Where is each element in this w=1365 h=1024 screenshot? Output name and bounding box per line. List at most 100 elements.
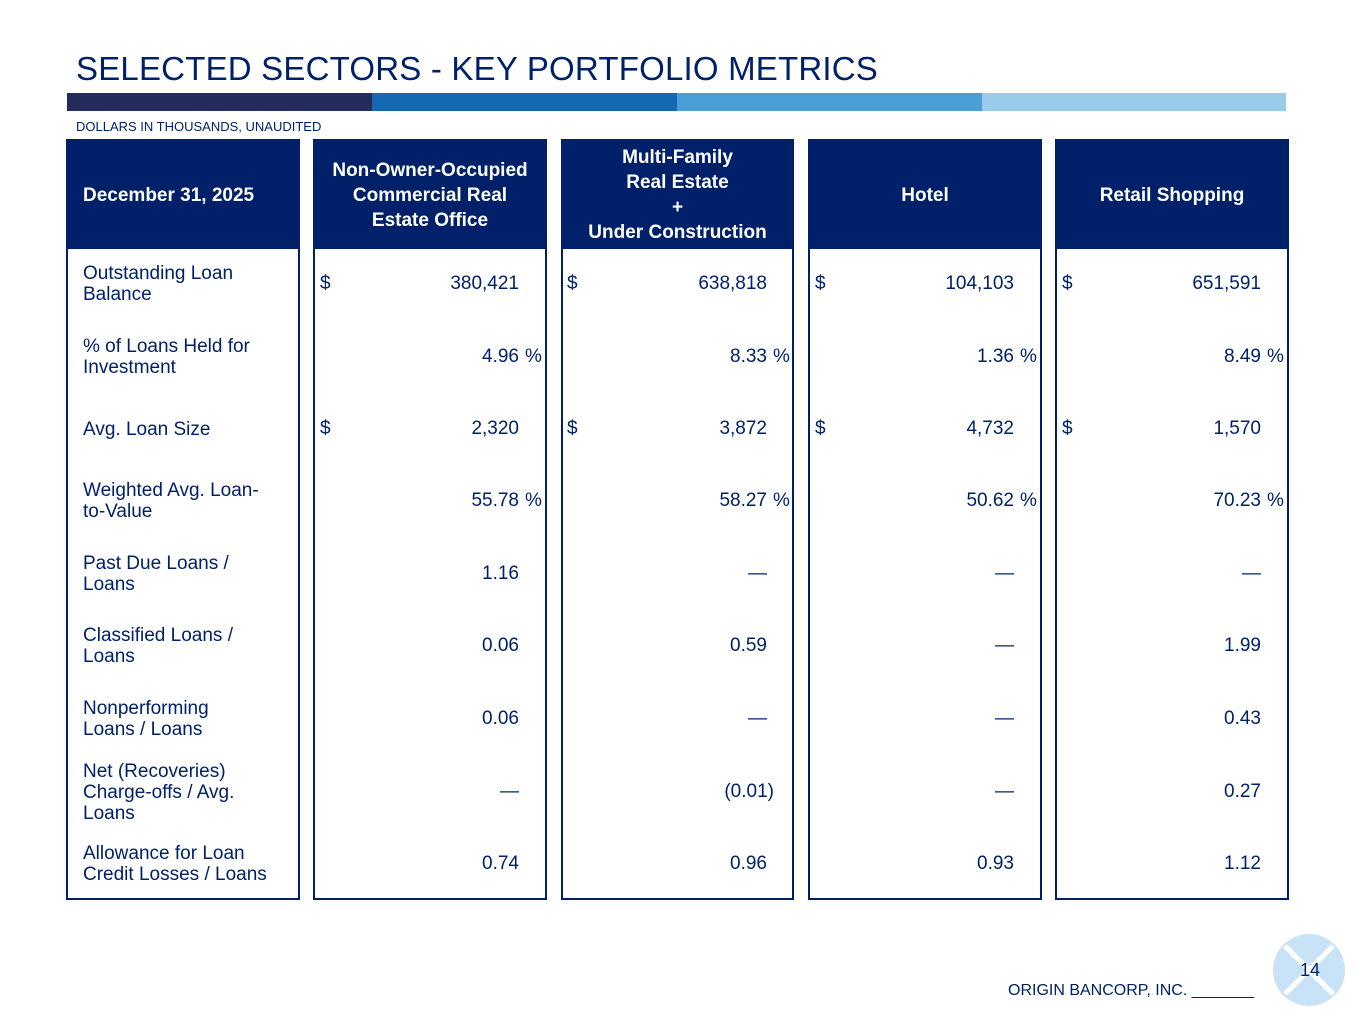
column-header: Multi-Family Real Estate + Under Constru… bbox=[563, 141, 792, 249]
column-header: Retail Shopping bbox=[1057, 141, 1287, 249]
stripe-segment-2 bbox=[372, 93, 677, 111]
stripe-segment-1 bbox=[67, 93, 372, 111]
row-label-line: Balance bbox=[83, 284, 152, 305]
row-label: Allowance for Loan Credit Losses / Loans bbox=[83, 843, 267, 885]
column-retail: Retail Shopping bbox=[1055, 139, 1289, 900]
cell-value: 8.33 bbox=[730, 346, 767, 367]
cell-value: 0.06 bbox=[482, 635, 519, 656]
label-column: December 31, 2025 bbox=[66, 139, 300, 900]
row-label: Avg. Loan Size bbox=[83, 419, 210, 440]
percent-sign: % bbox=[1267, 346, 1284, 367]
cell-value: — bbox=[995, 708, 1014, 729]
cell-value: — bbox=[500, 781, 519, 802]
label-header: December 31, 2025 bbox=[68, 141, 298, 249]
row-label-line: Investment bbox=[83, 357, 176, 378]
column-cre-office: Non-Owner-Occupied Commercial Real Estat… bbox=[313, 139, 547, 900]
cell-value: 2,320 bbox=[471, 418, 519, 439]
cell-value: 8.49 bbox=[1224, 346, 1261, 367]
row-label-line: Avg. Loan Size bbox=[83, 418, 211, 440]
row-label: Classified Loans / Loans bbox=[83, 625, 233, 667]
cell-value: 0.27 bbox=[1224, 781, 1261, 802]
origin-logo-icon bbox=[1273, 934, 1345, 1006]
row-label: Outstanding Loan Balance bbox=[83, 263, 233, 305]
dollar-sign: $ bbox=[320, 273, 331, 294]
cell-value: 55.78 bbox=[471, 490, 519, 511]
cell-value: 70.23 bbox=[1213, 490, 1261, 511]
header-line: Hotel bbox=[901, 184, 949, 206]
column-header: Non-Owner-Occupied Commercial Real Estat… bbox=[315, 141, 545, 249]
header-line: Commercial Real bbox=[352, 184, 508, 206]
cell-value: 0.96 bbox=[730, 853, 767, 874]
cell-value: 1.36 bbox=[977, 346, 1014, 367]
percent-sign: % bbox=[773, 490, 790, 511]
header-line: Estate Office bbox=[371, 209, 489, 231]
percent-sign: % bbox=[1020, 346, 1037, 367]
dollar-sign: $ bbox=[815, 273, 826, 294]
row-label-line: to-Value bbox=[83, 501, 153, 522]
cell-value: — bbox=[748, 563, 767, 584]
percent-sign: % bbox=[1020, 490, 1037, 511]
header-line: Multi-Family bbox=[622, 147, 733, 168]
cell-value: 58.27 bbox=[719, 490, 767, 511]
cell-value: 0.43 bbox=[1224, 708, 1261, 729]
cell-value: 0.59 bbox=[730, 635, 767, 656]
dollar-sign: $ bbox=[815, 418, 826, 439]
cell-value: — bbox=[995, 781, 1014, 802]
cell-value: 1.99 bbox=[1224, 635, 1261, 656]
cell-value: — bbox=[748, 708, 767, 729]
cell-value: 0.06 bbox=[482, 708, 519, 729]
row-label: Nonperforming Loans / Loans bbox=[83, 698, 209, 740]
cell-value: 4.96 bbox=[482, 346, 519, 367]
cell-value: 1.12 bbox=[1224, 853, 1261, 874]
dollar-sign: $ bbox=[1062, 418, 1073, 439]
header-line: Under Construction bbox=[588, 222, 767, 243]
column-header: Hotel bbox=[810, 141, 1040, 249]
row-label: % of Loans Held for Investment bbox=[83, 336, 250, 378]
row-label-line: Classified Loans / bbox=[83, 625, 233, 646]
units-note: DOLLARS IN THOUSANDS, UNAUDITED bbox=[76, 119, 322, 134]
stripe-segment-3 bbox=[677, 93, 982, 111]
header-line: + bbox=[671, 197, 684, 218]
page-title: SELECTED SECTORS - KEY PORTFOLIO METRICS bbox=[76, 50, 878, 87]
cell-value: 1.16 bbox=[482, 563, 519, 584]
cell-value: 0.74 bbox=[482, 853, 519, 874]
header-line: Retail Shopping bbox=[1099, 184, 1245, 206]
header-lines: Multi-Family Real Estate + Under Constru… bbox=[588, 145, 766, 245]
row-label-line: Nonperforming bbox=[83, 698, 209, 719]
row-label-line: Allowance for Loan bbox=[83, 843, 245, 864]
row-label-line: Outstanding Loan bbox=[83, 263, 234, 284]
row-label-line: Net (Recoveries) bbox=[83, 760, 226, 782]
row-label: Net (Recoveries) Charge-offs / Avg. Loans bbox=[83, 761, 234, 824]
row-label-line: Loans bbox=[83, 802, 135, 824]
row-label-line: Weighted Avg. Loan- bbox=[83, 480, 259, 501]
dollar-sign: $ bbox=[567, 273, 578, 294]
cell-value: 104,103 bbox=[945, 273, 1014, 294]
cell-value: — bbox=[1242, 563, 1261, 584]
page-number: 14 bbox=[1300, 960, 1321, 980]
header-lines: Non-Owner-Occupied Commercial Real Estat… bbox=[332, 158, 527, 233]
cell-value: 380,421 bbox=[450, 273, 519, 294]
row-label-line: Credit Losses / Loans bbox=[83, 864, 267, 885]
cell-value: — bbox=[995, 635, 1014, 656]
row-label-line: Past Due Loans / bbox=[83, 553, 229, 574]
cell-value: (0.01) bbox=[724, 781, 774, 802]
cell-value: 4,732 bbox=[966, 418, 1014, 439]
percent-sign: % bbox=[773, 346, 790, 367]
row-label-line: % of Loans Held for bbox=[83, 336, 250, 357]
dollar-sign: $ bbox=[1062, 273, 1073, 294]
cell-value: 1,570 bbox=[1213, 418, 1261, 439]
percent-sign: % bbox=[525, 490, 542, 511]
cell-value: — bbox=[995, 563, 1014, 584]
cell-value: 638,818 bbox=[698, 273, 767, 294]
cell-value: 651,591 bbox=[1192, 273, 1261, 294]
row-label: Weighted Avg. Loan-to-Value bbox=[83, 480, 259, 522]
dollar-sign: $ bbox=[320, 418, 331, 439]
column-multi-family: Multi-Family Real Estate + Under Constru… bbox=[561, 139, 794, 900]
cell-value: 0.93 bbox=[977, 853, 1014, 874]
row-label-line: Loans bbox=[83, 574, 135, 595]
stripe-segment-4 bbox=[982, 93, 1286, 111]
row-label-line: Loans / Loans bbox=[83, 719, 203, 740]
row-label-line: Charge-offs / Avg. bbox=[83, 781, 235, 803]
percent-sign: % bbox=[1267, 490, 1284, 511]
dollar-sign: $ bbox=[567, 418, 578, 439]
